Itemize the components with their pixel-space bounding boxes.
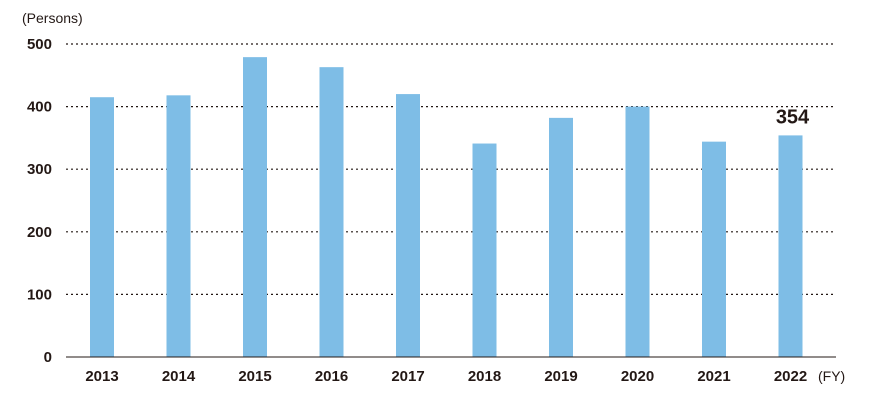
x-tick-labels: 2013 2014 2015 2016 2017 2018 2019 2020 2021 2022 — [85, 368, 807, 385]
data-labels: 354 — [776, 106, 810, 128]
x-tick-label: 2019 — [544, 368, 577, 385]
data-label: 354 — [776, 106, 810, 128]
y-tick-labels: 0 100 200 300 400 500 — [27, 36, 52, 366]
bars — [90, 57, 803, 358]
y-tick-label: 0 — [44, 349, 52, 366]
bar — [243, 57, 267, 358]
bar — [778, 135, 803, 357]
x-tick-label: 2013 — [85, 368, 118, 385]
bar — [90, 97, 114, 358]
x-tick-label: 2020 — [621, 368, 654, 385]
y-tick-label: 400 — [27, 99, 52, 116]
y-tick-label: 100 — [27, 286, 52, 303]
x-tick-label: 2022 — [774, 368, 807, 385]
bar — [472, 143, 497, 357]
x-tick-label: 2021 — [697, 368, 730, 385]
x-tick-label: 2018 — [468, 368, 501, 385]
x-tick-label: 2015 — [238, 368, 271, 385]
x-unit-label: (FY) — [818, 368, 845, 384]
y-tick-label: 200 — [27, 224, 52, 241]
y-tick-label: 500 — [27, 36, 52, 53]
x-tick-label: 2014 — [162, 368, 196, 385]
bar — [166, 95, 191, 357]
bar — [702, 141, 726, 357]
bar — [625, 106, 650, 357]
y-tick-label: 300 — [27, 161, 52, 178]
bar — [549, 117, 573, 357]
x-tick-label: 2017 — [391, 368, 424, 385]
bar — [396, 94, 420, 357]
bar — [319, 67, 344, 358]
x-tick-label: 2016 — [315, 368, 348, 385]
y-unit-label: (Persons) — [22, 10, 83, 26]
